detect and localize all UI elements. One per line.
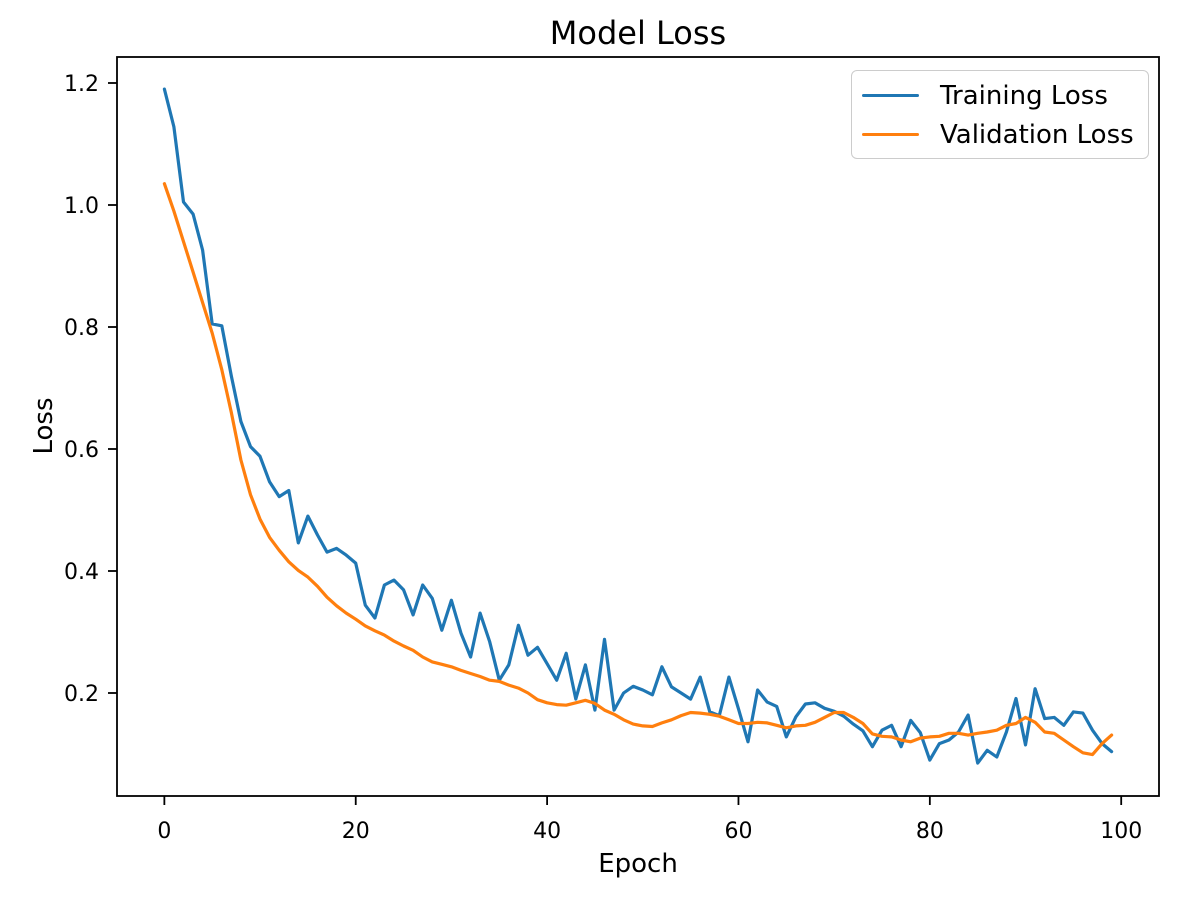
x-tick-label: 60 bbox=[724, 819, 752, 844]
legend-item-training: Training Loss bbox=[862, 76, 1148, 115]
x-axis-label: Epoch bbox=[598, 849, 678, 879]
validation-loss-line bbox=[162, 182, 1114, 757]
y-tick-label: 1.0 bbox=[64, 194, 99, 219]
x-tick-label: 80 bbox=[916, 819, 944, 844]
legend-item-validation: Validation Loss bbox=[862, 115, 1148, 154]
validation-loss-line-swatch bbox=[862, 132, 919, 137]
x-tick-label: 100 bbox=[1100, 819, 1142, 844]
plot-area-frame bbox=[116, 56, 1160, 797]
y-tick-label: 0.8 bbox=[64, 316, 99, 341]
legend-label-validation: Validation Loss bbox=[940, 119, 1134, 150]
y-tick-label: 1.2 bbox=[64, 72, 99, 97]
x-tick-label: 20 bbox=[342, 819, 370, 844]
y-axis-label: Loss bbox=[29, 397, 59, 455]
training-loss-line-swatch bbox=[862, 93, 919, 98]
chart-title: Model Loss bbox=[549, 14, 727, 52]
y-tick-label: 0.4 bbox=[64, 560, 99, 585]
x-tick-label: 40 bbox=[533, 819, 561, 844]
y-tick-label: 0.2 bbox=[64, 682, 99, 707]
legend-label-training: Training Loss bbox=[940, 80, 1108, 111]
training-loss-line bbox=[162, 87, 1114, 765]
x-tick-label: 0 bbox=[157, 819, 171, 844]
legend: Training Loss Validation Loss bbox=[851, 70, 1149, 159]
y-tick-label: 0.6 bbox=[64, 438, 99, 463]
